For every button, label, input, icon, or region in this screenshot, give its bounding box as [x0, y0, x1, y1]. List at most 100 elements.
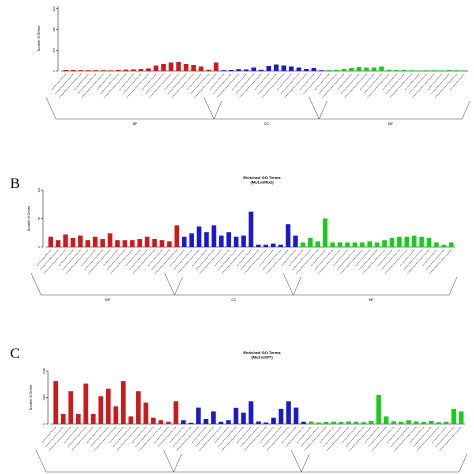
bar-mf: [371, 67, 377, 71]
category-label-placeholder: [216, 73, 239, 99]
category-label-placeholder: [322, 426, 342, 448]
bar-bp: [152, 239, 157, 247]
category-label-placeholder: [449, 73, 465, 91]
category-label-placeholder: [173, 249, 192, 271]
category-label-placeholder: [151, 249, 170, 271]
category-label-placeholder: [81, 73, 104, 99]
panel-a: 0 207 415 622 Number of Genes BP CC MF: [37, 6, 471, 126]
bar-mf: [424, 70, 429, 71]
bar-mf: [349, 68, 354, 71]
bar-cc: [211, 225, 217, 247]
category-label-placeholder: [231, 73, 247, 91]
category-label-placeholder: [390, 426, 409, 448]
category-label-placeholder: [235, 73, 254, 95]
category-label-placeholder: [321, 73, 345, 99]
category-label-placeholder: [340, 249, 363, 275]
category-label-placeholder: [154, 426, 169, 444]
bar-bp: [101, 70, 106, 71]
category-label-placeholder: [258, 73, 277, 95]
category-label-placeholder: [122, 73, 142, 95]
category-label-placeholder: [36, 249, 51, 267]
category-label-placeholder: [240, 249, 259, 271]
bar-bp: [98, 396, 104, 424]
bar-cc: [228, 70, 234, 71]
bar-cc: [203, 418, 209, 424]
bar-mf: [341, 69, 347, 71]
bar-cc: [293, 407, 299, 424]
bar-cc: [288, 66, 294, 71]
category-label-placeholder: [300, 426, 319, 448]
bar-bp: [113, 406, 119, 424]
category-label-placeholder: [198, 426, 222, 452]
bar-mf: [300, 242, 306, 247]
panel-subtitle: (Mu2vsWT): [251, 355, 273, 360]
bar-mf: [428, 420, 434, 424]
category-label-placeholder: [193, 73, 217, 99]
bar-mf: [397, 236, 402, 247]
category-label-placeholder: [393, 426, 417, 452]
category-label-placeholder: [277, 73, 292, 91]
category-label-placeholder: [217, 426, 237, 448]
bar-cc: [236, 69, 242, 71]
y-tick-label: 1050: [42, 394, 46, 401]
bar-mf: [458, 411, 464, 424]
category-label-placeholder: [43, 249, 66, 275]
bar-bp: [143, 402, 149, 424]
bar-mf: [345, 242, 350, 247]
bar-bp: [206, 69, 211, 71]
bar-bp: [174, 225, 180, 247]
bar-mf: [326, 70, 332, 71]
bar-bp: [122, 240, 128, 247]
category-label-placeholder: [192, 249, 207, 267]
category-label-placeholder: [145, 73, 164, 95]
category-label-placeholder: [314, 249, 333, 271]
bar-cc: [263, 422, 269, 424]
group-label: CC: [264, 122, 270, 126]
y-tick-label: 0: [52, 70, 56, 72]
category-label-placeholder: [169, 426, 184, 444]
category-label-placeholder: [209, 73, 224, 91]
category-label-placeholder: [382, 73, 397, 91]
bar-bp: [105, 388, 111, 424]
bar-mf: [334, 69, 339, 71]
bar-bp: [167, 241, 172, 247]
panel-letter: B: [10, 176, 20, 192]
category-label-placeholder: [243, 249, 267, 275]
bar-bp: [121, 381, 126, 424]
y-tick-label: 415: [52, 27, 56, 32]
category-label-placeholder: [367, 426, 387, 448]
category-label-placeholder: [86, 426, 102, 444]
category-label-placeholder: [96, 73, 112, 91]
category-label-placeholder: [176, 426, 199, 452]
bar-mf: [368, 420, 374, 424]
bar-cc: [248, 401, 254, 424]
category-label-placeholder: [358, 249, 378, 271]
bar-bp: [85, 70, 91, 71]
bar-bp: [116, 70, 121, 71]
bar-cc: [181, 236, 187, 247]
category-label-placeholder: [408, 73, 427, 95]
bar-mf: [382, 240, 387, 247]
category-label-placeholder: [199, 249, 222, 275]
bar-bp: [93, 70, 99, 71]
bar-cc: [211, 411, 216, 424]
category-label-placeholder: [348, 426, 372, 452]
bar-cc: [281, 65, 287, 71]
bar-mf: [330, 242, 335, 247]
category-label-placeholder: [87, 249, 111, 275]
bar-mf: [383, 416, 389, 424]
bar-mf: [421, 421, 427, 424]
category-label-placeholder: [195, 249, 215, 271]
bar-bp: [63, 234, 68, 247]
category-label-placeholder: [243, 426, 267, 452]
panel-title: Enriched GO Terms: [243, 350, 281, 355]
bar-bp: [144, 236, 150, 247]
category-label-placeholder: [281, 249, 296, 267]
y-axis-label: Number of Genes: [27, 206, 31, 232]
y-tick-label: 0: [42, 423, 46, 425]
category-label-placeholder: [254, 73, 270, 91]
panel-title: Enriched GO Terms: [243, 175, 281, 180]
group-label: MF: [369, 298, 374, 302]
bar-mf: [419, 236, 424, 247]
category-label-placeholder: [416, 426, 439, 452]
